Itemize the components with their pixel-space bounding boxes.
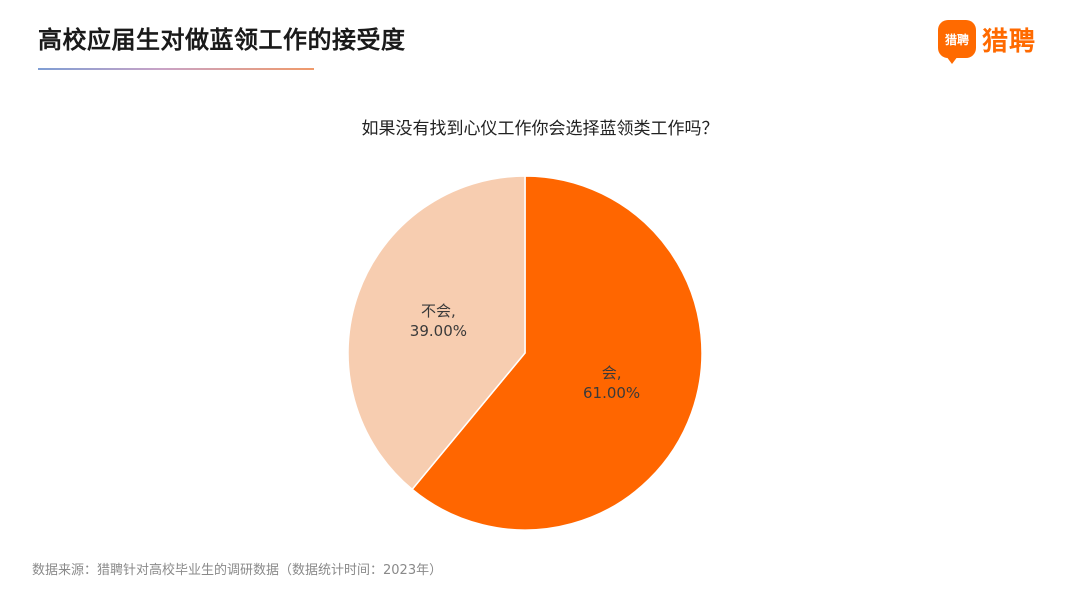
- pie-slice-0: [411, 175, 703, 531]
- liepin-logo-icon: 猎聘: [938, 20, 976, 64]
- logo-text: 猎聘: [982, 26, 1037, 57]
- slice-label-1: 不会,: [421, 302, 456, 320]
- page-title: 高校应届生对做蓝领工作的接受度: [38, 26, 406, 54]
- slice-value-1: 39.00%: [410, 322, 467, 340]
- logo-icon-text: 猎聘: [944, 32, 969, 47]
- title-underline: [38, 68, 314, 70]
- data-source-note: 数据来源：猎聘针对高校毕业生的调研数据（数据统计时间：2023年）: [32, 563, 443, 578]
- pie-slice-1: [347, 175, 526, 491]
- chart-title: 如果没有找到心仪工作你会选择蓝领类工作吗？: [361, 119, 719, 139]
- slice-value-0: 61.00%: [583, 384, 640, 402]
- liepin-logo: 猎聘 猎聘: [938, 20, 1037, 64]
- slice-label-0: 会,: [602, 364, 622, 382]
